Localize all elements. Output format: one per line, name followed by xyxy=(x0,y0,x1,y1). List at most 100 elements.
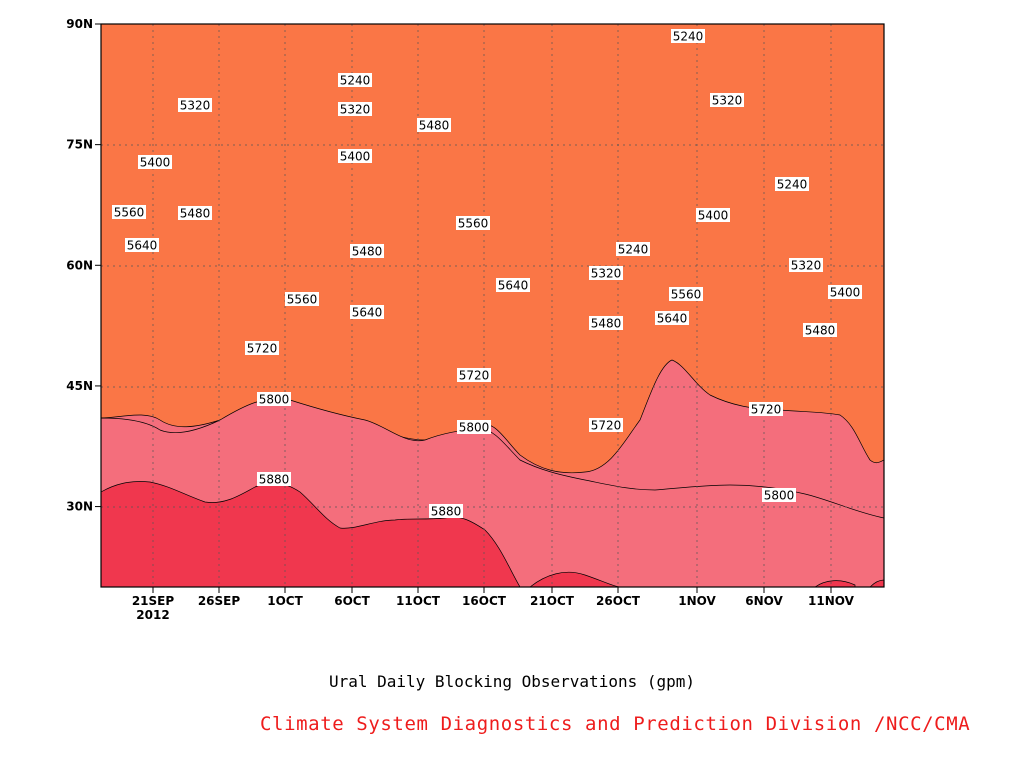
contour-label: 5720 xyxy=(245,341,279,356)
x-tick-label: 11NOV xyxy=(808,594,855,608)
x-tick-label: 26OCT xyxy=(596,594,641,608)
contour-label-text: 5320 xyxy=(340,103,371,117)
contour-label-box xyxy=(456,216,490,230)
contour-label: 5560 xyxy=(669,287,703,302)
contour-label-box xyxy=(696,208,730,222)
y-tick-label: 60N xyxy=(66,258,93,272)
contour-label: 5560 xyxy=(456,216,490,231)
contour-label: 5480 xyxy=(417,118,451,133)
contour-label: 5320 xyxy=(589,266,623,281)
contour-label: 5480 xyxy=(803,323,837,338)
contour-label-box xyxy=(749,402,783,416)
contour-label-box xyxy=(789,258,823,272)
contour-label-box xyxy=(616,242,650,256)
x-tick-label: 21OCT xyxy=(530,594,575,608)
contour-label-box xyxy=(338,102,372,116)
contour-label-box xyxy=(138,155,172,169)
contour-label-text: 5480 xyxy=(591,317,622,331)
y-tick-label: 45N xyxy=(66,379,93,393)
contour-label-text: 5720 xyxy=(751,403,782,417)
credit-text: Climate System Diagnostics and Predictio… xyxy=(260,713,971,735)
contour-label-box xyxy=(457,420,491,434)
y-tick-label: 75N xyxy=(66,138,93,152)
contour-label-text: 5560 xyxy=(671,288,702,302)
contour-fills xyxy=(101,24,884,587)
x-tick-label: 16OCT xyxy=(462,594,507,608)
contour-label: 5240 xyxy=(775,177,809,192)
contour-label-text: 5480 xyxy=(805,324,836,338)
contour-label-text: 5480 xyxy=(419,119,450,133)
contour-label-box xyxy=(338,73,372,87)
y-tick-label: 90N xyxy=(66,17,93,31)
contour-label-box xyxy=(762,488,796,502)
contour-label-box xyxy=(125,238,159,252)
contour-label-text: 5560 xyxy=(114,206,145,220)
contour-label-box xyxy=(589,316,623,330)
contour-label-text: 5400 xyxy=(830,286,861,300)
contour-label: 5720 xyxy=(589,418,623,433)
contour-label-box xyxy=(112,205,146,219)
contour-label-box xyxy=(589,266,623,280)
contour-label: 5800 xyxy=(762,488,796,503)
contour-label-text: 5480 xyxy=(180,207,211,221)
chart-title: Ural Daily Blocking Observations (gpm) xyxy=(328,672,696,691)
contour-label-box xyxy=(245,341,279,355)
x-tick-label: 1NOV xyxy=(678,594,716,608)
contour-label: 5240 xyxy=(671,29,705,44)
x-tick-label: 21SEP xyxy=(132,594,175,608)
axis-ticks: 30N 45N 60N 75N 90N 21SEP 26SEP 1OCT 6OCT 11OCT 16… xyxy=(66,17,854,622)
contour-label: 5240 xyxy=(616,242,650,257)
contour-label: 5400 xyxy=(828,285,862,300)
contour-label-box xyxy=(671,29,705,43)
contour-label: 5560 xyxy=(112,205,146,220)
contour-label-box xyxy=(828,285,862,299)
contour-label-text: 5880 xyxy=(259,473,290,487)
contour-label: 5640 xyxy=(655,311,689,326)
contour-label-box xyxy=(350,244,384,258)
contour-label-text: 5640 xyxy=(127,239,158,253)
contour-label-text: 5320 xyxy=(591,267,622,281)
contour-label-box xyxy=(285,292,319,306)
contour-label: 5720 xyxy=(457,368,491,383)
contour-label: 5880 xyxy=(257,472,291,487)
contour-label-box xyxy=(457,368,491,382)
x-tick-label: 6NOV xyxy=(745,594,783,608)
contour-label: 5320 xyxy=(789,258,823,273)
contour-label: 5480 xyxy=(350,244,384,259)
grid xyxy=(101,24,884,587)
contour-label: 5320 xyxy=(338,102,372,117)
contour-label-text: 5240 xyxy=(340,74,371,88)
contour-label-text: 5240 xyxy=(618,243,649,257)
contour-label: 5320 xyxy=(178,98,212,113)
contour-label-text: 5720 xyxy=(459,369,490,383)
contour-label-box xyxy=(710,93,744,107)
contour-label-text: 5400 xyxy=(698,209,729,223)
contour-label-text: 5320 xyxy=(712,94,743,108)
contour-label: 5240 xyxy=(338,73,372,88)
contour-label-box xyxy=(429,504,463,518)
contour-label-text: 5640 xyxy=(498,279,529,293)
y-tick-label: 30N xyxy=(66,500,93,514)
contour-label-box xyxy=(803,323,837,337)
contour-label-text: 5240 xyxy=(673,30,704,44)
contour-label: 5400 xyxy=(338,149,372,164)
contour-label: 5400 xyxy=(138,155,172,170)
contour-label-box xyxy=(350,305,384,319)
contour-label-box xyxy=(775,177,809,191)
contour-label-text: 5640 xyxy=(657,312,688,326)
contour-label-text: 5560 xyxy=(287,293,318,307)
contour-label-text: 5240 xyxy=(777,178,808,192)
contour-label-box xyxy=(178,206,212,220)
contour-label: 5720 xyxy=(749,402,783,417)
contour-label: 5320 xyxy=(710,93,744,108)
contour-label-text: 5320 xyxy=(791,259,822,273)
contour-label-text: 5800 xyxy=(764,489,795,503)
contour-label-box xyxy=(669,287,703,301)
fill-gt5880 xyxy=(101,481,884,587)
contour-label: 5480 xyxy=(178,206,212,221)
x-tick-label: 26SEP xyxy=(198,594,241,608)
contour-label: 5800 xyxy=(257,392,291,407)
plot-frame xyxy=(100,23,885,588)
contour-label-text: 5560 xyxy=(458,217,489,231)
